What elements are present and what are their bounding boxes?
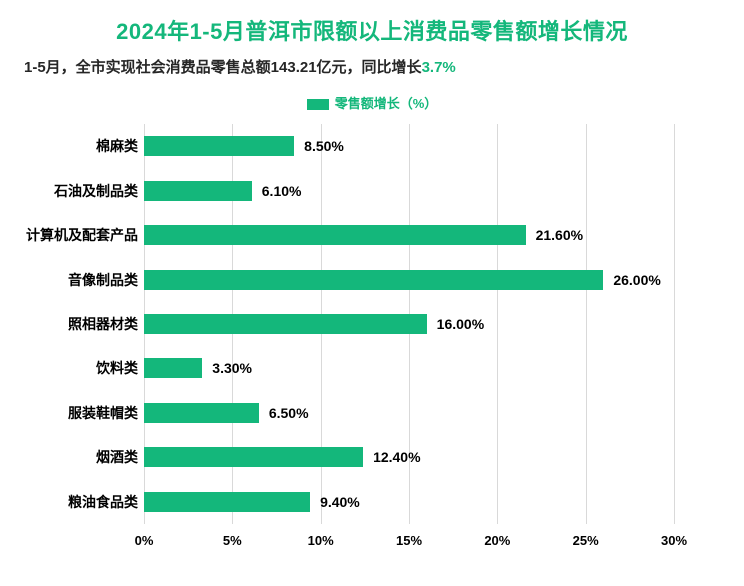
- y-category-label: 照相器材类: [24, 314, 138, 334]
- bar-value-label: 6.10%: [252, 183, 302, 199]
- x-tick-label: 15%: [396, 533, 422, 548]
- subtitle-prefix: 1-5月，全市实现社会消费品零售总额143.21亿元，同比增长: [24, 59, 422, 76]
- y-category-label: 粮油食品类: [24, 492, 138, 512]
- chart-subtitle: 1-5月，全市实现社会消费品零售总额143.21亿元，同比增长3.7%: [0, 46, 744, 77]
- bar: [144, 358, 202, 378]
- bar: [144, 270, 603, 290]
- chart-legend: 零售额增长（%）: [0, 93, 744, 112]
- y-category-label: 音像制品类: [24, 270, 138, 290]
- gridline: [586, 124, 587, 524]
- gridline: [674, 124, 675, 524]
- bar: [144, 447, 363, 467]
- bar-value-label: 12.40%: [363, 449, 420, 465]
- bar: [144, 136, 294, 156]
- gridline: [497, 124, 498, 524]
- chart-area: 8.50% 6.10% 21.60% 26.00% 16.00% 3.30% 6.50% 12…: [24, 124, 714, 550]
- bar-value-label: 6.50%: [259, 405, 309, 421]
- bar: [144, 403, 259, 423]
- y-category-label: 服装鞋帽类: [24, 403, 138, 423]
- bar: [144, 314, 427, 334]
- bar-value-label: 3.30%: [202, 360, 252, 376]
- legend-label: 零售额增长（%）: [335, 96, 438, 111]
- bar-value-label: 9.40%: [310, 494, 360, 510]
- y-category-label: 烟酒类: [24, 447, 138, 467]
- x-tick-label: 5%: [223, 533, 242, 548]
- bar: [144, 181, 252, 201]
- x-tick-label: 20%: [484, 533, 510, 548]
- x-tick-label: 10%: [308, 533, 334, 548]
- bar-value-label: 26.00%: [603, 272, 660, 288]
- subtitle-accent: 3.7%: [422, 59, 456, 76]
- y-category-label: 饮料类: [24, 358, 138, 378]
- chart-title: 2024年1-5月普洱市限额以上消费品零售额增长情况: [0, 0, 744, 46]
- x-tick-label: 25%: [573, 533, 599, 548]
- bar-value-label: 8.50%: [294, 138, 344, 154]
- bar: [144, 492, 310, 512]
- y-category-label: 棉麻类: [24, 136, 138, 156]
- x-tick-label: 0%: [135, 533, 154, 548]
- plot-region: 8.50% 6.10% 21.60% 26.00% 16.00% 3.30% 6.50% 12…: [144, 124, 674, 524]
- x-tick-label: 30%: [661, 533, 687, 548]
- y-category-label: 计算机及配套产品: [24, 225, 138, 245]
- bar-value-label: 21.60%: [526, 227, 583, 243]
- y-category-label: 石油及制品类: [24, 181, 138, 201]
- bar: [144, 225, 526, 245]
- legend-swatch: [307, 99, 329, 110]
- bar-value-label: 16.00%: [427, 316, 484, 332]
